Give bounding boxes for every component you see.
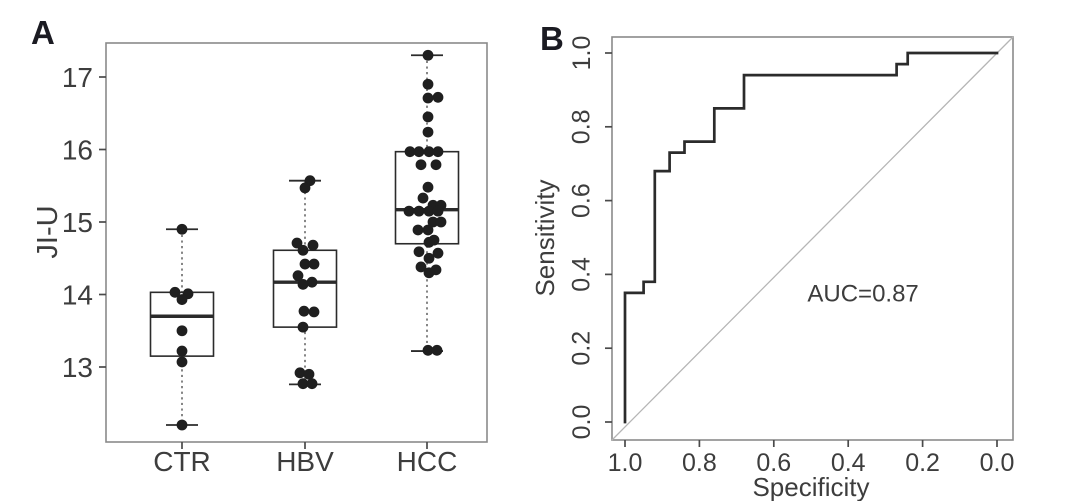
data-point bbox=[423, 252, 435, 264]
data-point bbox=[297, 378, 309, 390]
box-group-ctr bbox=[149, 223, 215, 431]
data-point bbox=[403, 205, 415, 217]
x-axis-label: Specificity bbox=[752, 472, 869, 501]
panel-a: 13 14 15 16 17 JI-U CTR HBV HCC bbox=[32, 42, 488, 477]
data-point bbox=[412, 224, 424, 236]
auc-annotation: AUC=0.87 bbox=[807, 280, 918, 307]
x-category-label: HCC bbox=[397, 446, 458, 477]
data-point bbox=[415, 261, 427, 273]
box-group-hbv bbox=[272, 175, 338, 390]
y-tick-label: 0.4 bbox=[568, 257, 596, 292]
y-tick-label: 15 bbox=[62, 207, 93, 238]
y-tick-label: 0.0 bbox=[568, 405, 596, 440]
data-point bbox=[308, 258, 320, 270]
roc-curve bbox=[623, 51, 999, 424]
data-point bbox=[422, 111, 434, 123]
plot-border bbox=[105, 42, 488, 443]
panel-b: 1.0 0.8 0.6 0.4 0.2 0.0 Specificity 0.0 0.2 0.4 0.… bbox=[530, 36, 1014, 501]
data-point bbox=[297, 278, 309, 290]
data-point bbox=[423, 236, 435, 248]
data-point bbox=[435, 216, 447, 228]
x-tick-label: 1.0 bbox=[608, 449, 643, 477]
y-tick-label: 13 bbox=[62, 352, 93, 383]
data-point bbox=[176, 419, 188, 431]
x-tick-label: 0.6 bbox=[756, 449, 791, 477]
y-tick-label: 14 bbox=[62, 279, 93, 310]
data-point bbox=[176, 356, 188, 368]
data-point bbox=[432, 91, 444, 103]
data-point bbox=[299, 258, 311, 270]
data-point bbox=[431, 344, 443, 356]
data-point bbox=[299, 182, 311, 194]
data-point bbox=[423, 146, 435, 158]
y-axis-label: JI-U bbox=[32, 205, 64, 258]
data-point bbox=[297, 244, 309, 256]
y-tick-label: 0.6 bbox=[568, 183, 596, 218]
data-point bbox=[413, 146, 425, 158]
data-point bbox=[306, 378, 318, 390]
y-axis-label: Sensitivity bbox=[530, 179, 560, 296]
y-tick-label: 0.8 bbox=[568, 109, 596, 144]
x-category-label: HBV bbox=[276, 446, 334, 477]
box-group-hcc bbox=[394, 49, 460, 356]
data-point bbox=[427, 216, 439, 228]
data-point bbox=[303, 368, 315, 380]
data-point bbox=[422, 49, 434, 61]
data-point bbox=[413, 205, 425, 217]
x-tick-label: 0.0 bbox=[980, 449, 1015, 477]
data-point bbox=[307, 239, 319, 251]
data-point bbox=[415, 159, 427, 171]
plot-border bbox=[611, 36, 1014, 441]
data-point bbox=[422, 181, 434, 193]
data-point bbox=[297, 321, 309, 333]
data-point bbox=[413, 246, 425, 258]
data-point bbox=[298, 305, 310, 317]
data-point bbox=[294, 367, 306, 379]
data-point bbox=[417, 192, 429, 204]
data-point bbox=[422, 78, 434, 90]
data-point bbox=[423, 205, 435, 217]
y-tick-label: 0.2 bbox=[568, 331, 596, 366]
data-point bbox=[422, 344, 434, 356]
diagonal-reference-line bbox=[611, 36, 1014, 441]
data-point bbox=[306, 276, 318, 288]
data-point bbox=[176, 294, 188, 305]
data-point bbox=[292, 270, 304, 282]
data-point bbox=[176, 345, 188, 357]
data-point bbox=[422, 92, 434, 104]
y-tick-label: 16 bbox=[62, 134, 93, 165]
x-tick-label: 0.4 bbox=[831, 449, 866, 477]
data-point bbox=[432, 247, 444, 259]
data-point bbox=[291, 237, 303, 249]
data-point bbox=[422, 224, 434, 236]
data-point bbox=[430, 159, 442, 171]
data-point bbox=[432, 146, 444, 158]
data-point bbox=[169, 286, 181, 298]
data-point bbox=[308, 306, 320, 318]
panel-b-label: B bbox=[540, 20, 564, 57]
data-point bbox=[432, 205, 444, 217]
x-category-label: CTR bbox=[153, 446, 211, 477]
data-point bbox=[176, 223, 188, 235]
data-point bbox=[423, 267, 435, 279]
data-point bbox=[404, 146, 416, 158]
x-tick-label: 0.8 bbox=[682, 449, 717, 477]
data-point bbox=[176, 325, 188, 337]
data-point bbox=[422, 126, 434, 138]
y-tick-label: 17 bbox=[62, 62, 93, 93]
panel-a-label: A bbox=[31, 14, 55, 51]
y-tick-label: 1.0 bbox=[568, 36, 596, 71]
x-tick-label: 0.2 bbox=[905, 449, 940, 477]
